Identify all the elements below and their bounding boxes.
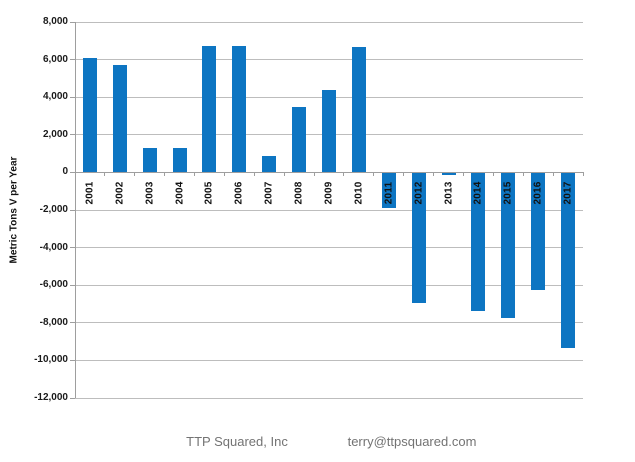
y-axis-tick-mark	[70, 397, 75, 399]
x-axis-tick-mark	[343, 172, 345, 177]
x-axis-tick-mark	[134, 172, 136, 177]
x-axis-year-label: 2008	[293, 181, 305, 205]
y-axis-tick-mark	[70, 96, 75, 98]
x-axis-year-label: 2003	[144, 181, 156, 205]
x-axis-tick-mark	[492, 172, 494, 177]
x-axis-year-label: 2001	[84, 181, 96, 205]
bar-2004	[172, 147, 187, 173]
x-axis-tick-mark	[373, 172, 375, 177]
y-axis-tick-mark	[70, 21, 75, 23]
y-axis-tick-label: -12,000	[34, 392, 68, 403]
y-axis-tick-mark	[70, 59, 75, 61]
gridline	[75, 322, 583, 324]
gridline	[75, 59, 583, 61]
y-axis-line	[74, 22, 76, 398]
x-axis-tick-mark	[582, 172, 584, 177]
bar-2003	[142, 147, 157, 173]
bar-2007	[262, 156, 277, 173]
y-axis-tick-mark	[70, 247, 75, 249]
x-axis-tick-mark	[164, 172, 166, 177]
x-axis-year-label: 2015	[502, 181, 514, 205]
y-axis-tick-mark	[70, 171, 75, 173]
x-axis-tick-mark	[462, 172, 464, 177]
x-axis-tick-mark	[433, 172, 435, 177]
bar-2015	[501, 173, 516, 319]
x-axis-tick-mark	[194, 172, 196, 177]
x-axis-year-label: 2012	[413, 181, 425, 205]
x-axis-tick-mark	[223, 172, 225, 177]
bar-2009	[322, 89, 336, 173]
bar-2005	[202, 45, 217, 173]
gridline	[75, 359, 583, 361]
x-axis-year-label: 2014	[472, 181, 484, 205]
y-axis-tick-label: -4,000	[39, 241, 68, 253]
y-axis-tick-mark	[70, 134, 75, 136]
bar-2013	[441, 173, 456, 176]
y-axis-tick-mark	[70, 359, 75, 361]
gridline	[75, 21, 583, 23]
bar-2010	[351, 47, 366, 173]
y-axis-tick-mark	[70, 284, 75, 286]
y-axis-tick-mark	[70, 209, 75, 211]
y-axis-tick-label: 8,000	[42, 16, 68, 27]
x-axis-zero-line	[75, 171, 583, 173]
y-axis-tick-mark	[70, 322, 75, 324]
bar-2016	[531, 173, 546, 290]
x-axis-year-label: 2010	[353, 181, 365, 205]
bar-2017	[561, 173, 576, 349]
x-axis-year-label: 2006	[233, 181, 245, 205]
y-axis-tick-label: -2,000	[39, 204, 68, 215]
y-axis-tick-label: 2,000	[42, 128, 68, 140]
y-axis-tick-label: 0	[62, 166, 68, 178]
footer-company-text: TTP Squared, Inc	[186, 434, 288, 449]
x-axis-year-label: 2017	[562, 181, 574, 205]
y-axis-tick-label: 4,000	[42, 91, 68, 103]
x-axis-tick-mark	[283, 172, 285, 177]
y-axis-tick-label: -6,000	[39, 279, 68, 291]
gridline	[75, 209, 583, 211]
bar-2012	[411, 173, 426, 304]
x-axis-year-label: 2004	[174, 181, 186, 205]
gridline	[75, 397, 583, 399]
x-axis-year-label: 2013	[443, 181, 455, 205]
bar-2011	[381, 173, 396, 209]
bar-2002	[112, 65, 127, 173]
x-axis-tick-mark	[104, 172, 106, 177]
x-axis-tick-mark	[522, 172, 524, 177]
y-axis-tick-label: -8,000	[39, 316, 68, 328]
y-axis-title: Metric Tons V per Year	[8, 156, 20, 264]
y-axis-tick-label: -10,000	[34, 354, 68, 366]
bar-2006	[232, 45, 247, 173]
x-axis-tick-mark	[253, 172, 255, 177]
footer-email-text: terry@ttpsquared.com	[347, 434, 477, 449]
x-axis-tick-mark	[313, 172, 315, 177]
x-axis-tick-mark	[403, 172, 405, 177]
x-axis-tick-mark	[74, 172, 76, 177]
x-axis-year-label: 2011	[383, 182, 395, 205]
y-axis-tick-label: 6,000	[42, 53, 68, 65]
gridline	[75, 247, 583, 249]
x-axis-year-label: 2005	[203, 181, 215, 205]
x-axis-year-label: 2007	[263, 181, 275, 205]
bar-2008	[292, 106, 307, 173]
bar-2014	[471, 173, 486, 311]
gridline	[75, 284, 583, 286]
x-axis-year-label: 2002	[114, 181, 126, 205]
x-axis-year-label: 2009	[323, 181, 335, 205]
x-axis-year-label: 2016	[532, 181, 544, 205]
bar-2001	[82, 57, 97, 173]
x-axis-tick-mark	[552, 172, 554, 177]
